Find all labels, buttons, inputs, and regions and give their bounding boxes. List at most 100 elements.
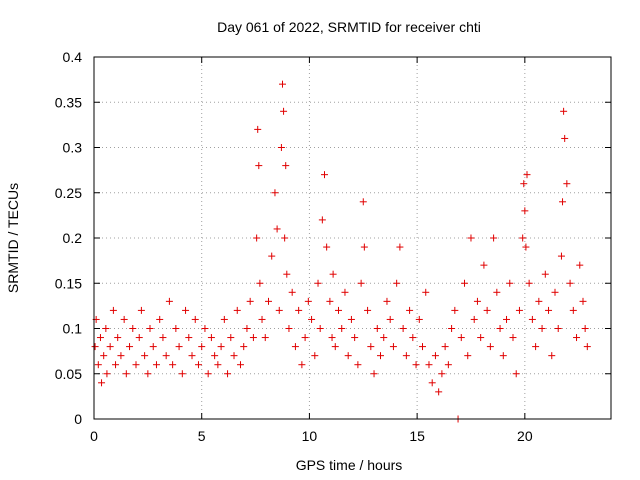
data-point: [451, 306, 459, 314]
data-point: [435, 388, 443, 396]
data-point: [253, 234, 261, 242]
data-point: [386, 315, 394, 323]
data-point: [509, 334, 517, 342]
data-point: [295, 306, 303, 314]
data-point: [227, 334, 235, 342]
data-point: [448, 325, 456, 332]
data-point: [255, 162, 263, 170]
data-point: [364, 306, 372, 314]
data-point: [523, 171, 531, 179]
data-point: [175, 343, 183, 351]
data-point: [291, 343, 299, 351]
y-tick-label: 0: [74, 411, 82, 427]
data-point: [283, 270, 291, 278]
data-point: [182, 306, 190, 314]
data-point: [211, 352, 219, 360]
data-point: [480, 261, 488, 269]
data-point: [141, 352, 149, 360]
data-point: [304, 297, 312, 305]
data-point: [112, 361, 120, 369]
data-point: [425, 361, 433, 369]
data-point: [402, 352, 410, 360]
data-points: [91, 80, 591, 423]
data-point: [103, 370, 111, 378]
data-point: [464, 352, 472, 360]
data-point: [258, 315, 266, 323]
data-point: [396, 243, 404, 251]
data-point: [188, 352, 196, 360]
data-point: [122, 370, 130, 378]
data-point: [129, 325, 137, 332]
data-point: [117, 352, 125, 360]
data-point: [280, 107, 288, 115]
data-point: [406, 306, 414, 314]
data-point: [490, 234, 498, 242]
data-point: [220, 315, 228, 323]
data-point: [545, 306, 553, 314]
data-point: [525, 279, 533, 287]
data-point: [301, 334, 309, 342]
data-point: [467, 234, 475, 242]
data-point: [233, 306, 241, 314]
data-point: [91, 343, 99, 351]
data-point: [100, 352, 108, 360]
data-point: [461, 279, 469, 287]
data-point: [373, 325, 381, 332]
data-point: [470, 315, 478, 323]
data-point: [419, 343, 427, 351]
data-point: [256, 279, 264, 287]
data-point: [581, 325, 589, 332]
data-point: [528, 315, 536, 323]
data-point: [380, 334, 388, 342]
axis-ticks: 0 5 10 15 20 0 0.05 0.1 0.15 0.2 0.25 0.3 0.35 0.4: [55, 49, 611, 444]
data-point: [156, 315, 164, 323]
data-point: [298, 361, 306, 369]
data-point: [457, 334, 465, 342]
data-point: [135, 334, 143, 342]
y-tick-label: 0.4: [63, 49, 83, 65]
data-point: [126, 343, 134, 351]
data-point: [412, 361, 420, 369]
y-axis-title: SRMTID / TECUs: [5, 183, 21, 293]
y-tick-label: 0.05: [55, 366, 82, 382]
data-point: [314, 279, 322, 287]
data-point: [152, 361, 160, 369]
data-point: [169, 361, 177, 369]
data-point: [243, 325, 251, 332]
data-point: [268, 252, 276, 260]
data-point: [583, 343, 591, 351]
data-point: [165, 297, 173, 305]
data-point: [224, 370, 232, 378]
x-tick-label: 10: [302, 428, 318, 444]
data-point: [194, 361, 202, 369]
data-point: [198, 343, 206, 351]
data-point: [308, 315, 316, 323]
data-point: [162, 352, 170, 360]
data-point: [483, 306, 491, 314]
data-point: [236, 361, 244, 369]
data-point: [217, 343, 225, 351]
data-point: [96, 334, 104, 342]
data-point: [431, 352, 439, 360]
data-point: [102, 325, 110, 332]
data-point: [341, 288, 349, 296]
data-point: [338, 325, 346, 332]
y-tick-label: 0.3: [63, 140, 83, 156]
x-axis-title: GPS time / hours: [296, 457, 403, 473]
data-point: [422, 288, 430, 296]
data-point: [389, 343, 397, 351]
data-point: [473, 297, 481, 305]
data-point: [357, 279, 365, 287]
data-point: [94, 361, 102, 369]
x-tick-label: 15: [409, 428, 425, 444]
data-point: [521, 207, 529, 215]
data-point: [573, 334, 581, 342]
data-point: [496, 325, 504, 332]
data-point: [240, 343, 248, 351]
data-point: [328, 334, 336, 342]
data-point: [149, 343, 157, 351]
data-point: [114, 334, 122, 342]
data-point: [493, 288, 501, 296]
data-point: [146, 325, 154, 332]
